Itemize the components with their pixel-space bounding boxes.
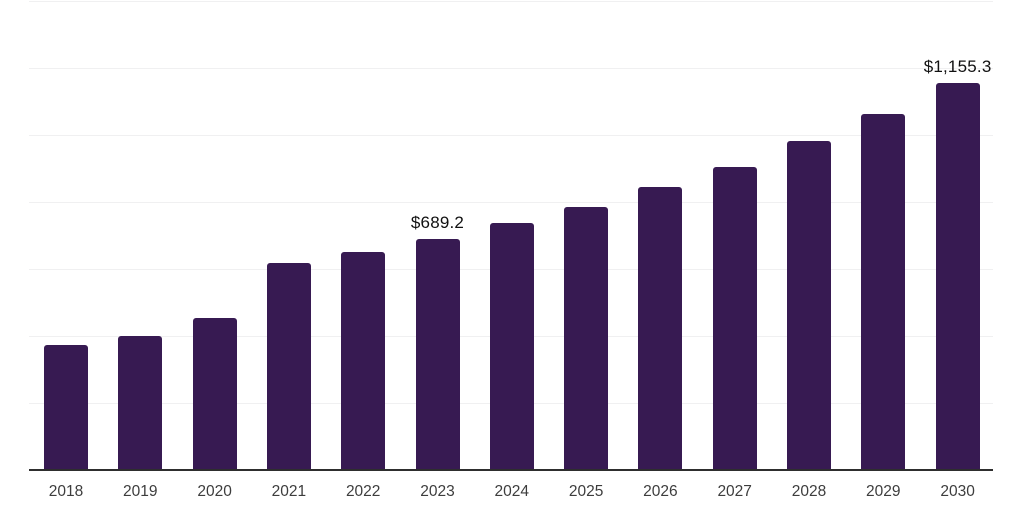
x-tick-label-2023: 2023 xyxy=(420,483,455,500)
bar-2023 xyxy=(415,239,460,470)
x-tick-label-2020: 2020 xyxy=(197,483,232,500)
x-tick-label-2026: 2026 xyxy=(643,483,678,500)
bar-2029 xyxy=(861,113,906,470)
x-tick-label-2027: 2027 xyxy=(717,483,752,500)
x-axis-line xyxy=(29,469,993,471)
bar-2022 xyxy=(341,251,386,470)
x-tick-label-2030: 2030 xyxy=(940,483,975,500)
bar-2020 xyxy=(192,317,237,470)
bar-2025 xyxy=(564,206,609,470)
gridline-1400 xyxy=(29,1,993,2)
x-tick-label-2022: 2022 xyxy=(345,483,381,500)
value-label-2023: $689.2 xyxy=(410,213,465,233)
x-tick-label-2021: 2021 xyxy=(271,483,307,500)
x-tick-label-2018: 2018 xyxy=(48,483,84,500)
bar-2024 xyxy=(489,223,534,470)
x-tick-label-2028: 2028 xyxy=(791,483,827,500)
bar-2019 xyxy=(118,335,163,470)
bar-2030 xyxy=(935,82,980,470)
x-tick-label-2024: 2024 xyxy=(494,483,530,500)
x-tick-label-2025: 2025 xyxy=(568,483,604,500)
gridline-1000 xyxy=(29,135,993,136)
bar-2028 xyxy=(787,141,831,470)
value-label-2030: $1,155.3 xyxy=(923,56,992,76)
x-tick-label-2029: 2029 xyxy=(866,483,901,500)
gridline-800 xyxy=(29,202,993,203)
bar-2026 xyxy=(638,187,683,470)
bar-2027 xyxy=(712,166,757,470)
bar-2018 xyxy=(44,344,88,470)
bar-2021 xyxy=(266,262,311,470)
x-tick-label-2019: 2019 xyxy=(123,483,158,500)
gridline-1200 xyxy=(29,68,993,69)
